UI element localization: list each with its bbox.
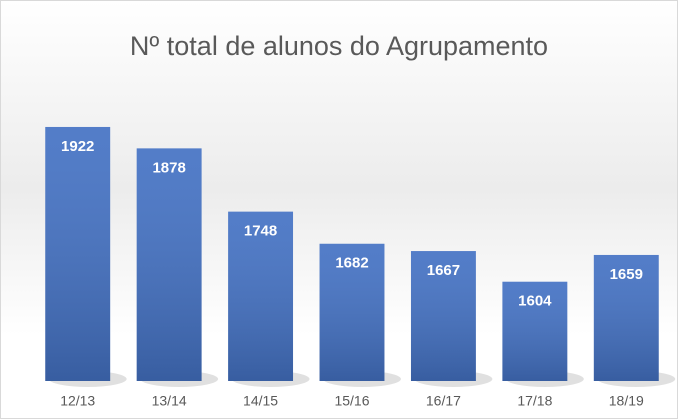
x-tick-label: 18/19 xyxy=(609,393,644,409)
bar-shade xyxy=(319,243,385,381)
data-label: 1748 xyxy=(244,223,277,240)
data-label: 1682 xyxy=(335,255,368,272)
data-label: 1604 xyxy=(518,293,552,310)
x-tick-label: 14/15 xyxy=(243,393,278,409)
bar-shade xyxy=(502,281,568,381)
x-tick-label: 12/13 xyxy=(60,393,95,409)
x-tick-label: 17/18 xyxy=(517,393,552,409)
x-tick-label: 13/14 xyxy=(152,393,187,409)
bar-shade xyxy=(228,211,294,381)
x-tick-label: 15/16 xyxy=(334,393,369,409)
data-label: 1659 xyxy=(610,266,643,283)
x-tick-label: 16/17 xyxy=(426,393,461,409)
data-label: 1922 xyxy=(61,138,94,155)
bar-shade xyxy=(593,254,659,381)
data-label: 1878 xyxy=(152,159,185,176)
chart-title: Nº total de alunos do Agrupamento xyxy=(130,31,548,61)
data-label: 1667 xyxy=(427,262,460,279)
bar-shade xyxy=(136,148,202,381)
bar-shade xyxy=(410,251,476,381)
bar-shade xyxy=(45,126,111,382)
